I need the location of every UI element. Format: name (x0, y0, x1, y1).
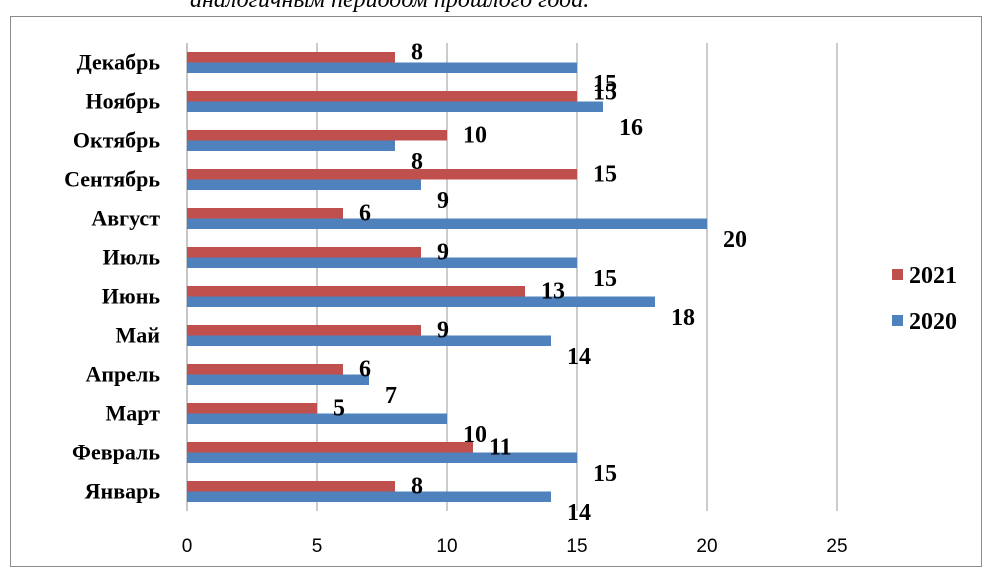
data-label-2021: 13 (541, 278, 565, 304)
legend-label-2020: 2020 (909, 309, 957, 335)
bar-2020-8 (187, 218, 707, 229)
bar-2020-7 (187, 257, 577, 268)
data-label-2021: 11 (489, 434, 512, 460)
data-label-2020: 8 (411, 149, 423, 175)
data-label-2020: 20 (723, 227, 747, 253)
bar-2021-3 (187, 403, 317, 414)
data-label-2021: 8 (411, 473, 423, 499)
data-label-2020: 15 (593, 461, 617, 487)
data-label-2020: 7 (385, 383, 397, 409)
category-label: Апрель (85, 362, 160, 387)
legend-label-2021: 2021 (909, 263, 957, 289)
data-label-2021: 6 (359, 200, 371, 226)
data-label-2020: 16 (619, 115, 643, 141)
category-label: Март (105, 401, 160, 426)
data-label-2021: 15 (593, 79, 617, 105)
bar-2021-1 (187, 481, 395, 492)
bar-2020-6 (187, 296, 655, 307)
data-label-2020: 15 (593, 266, 617, 292)
bar-2020-9 (187, 179, 421, 190)
category-label: Ноябрь (86, 89, 161, 114)
bar-2021-7 (187, 247, 421, 258)
data-label-2021: 5 (333, 395, 345, 421)
data-label-2021: 10 (463, 122, 487, 148)
data-label-2020: 10 (463, 422, 487, 448)
category-label: Январь (85, 479, 161, 504)
bar-2021-9 (187, 169, 577, 180)
bar-2021-4 (187, 364, 343, 375)
bar-2020-5 (187, 335, 551, 346)
bar-2021-12 (187, 52, 395, 63)
x-tick-label: 20 (696, 536, 717, 557)
category-label: Июль (103, 245, 161, 270)
bar-2021-6 (187, 286, 525, 297)
data-label-2020: 15 (593, 71, 617, 97)
bar-2021-5 (187, 325, 421, 336)
category-label: Август (91, 206, 160, 231)
data-label-2021: 6 (359, 356, 371, 382)
bar-2020-10 (187, 140, 395, 151)
bar-2021-11 (187, 91, 577, 102)
bar-2020-4 (187, 374, 369, 385)
bar-2021-2 (187, 442, 473, 453)
bar-2020-1 (187, 491, 551, 502)
data-label-2021: 15 (593, 161, 617, 187)
legend-swatch-2020 (892, 315, 903, 326)
category-label: Май (116, 323, 161, 348)
bar-2020-12 (187, 62, 577, 73)
x-tick-label: 25 (826, 536, 847, 557)
category-label: Сентябрь (64, 167, 160, 192)
data-label-2021: 8 (411, 39, 423, 65)
category-label: Октябрь (73, 128, 160, 153)
data-label-2020: 18 (671, 305, 695, 331)
caption-text: аналогичным периодом прошлого года. (190, 0, 590, 13)
bar-2020-2 (187, 452, 577, 463)
category-label: Июнь (102, 284, 161, 309)
x-tick-label: 10 (436, 536, 457, 557)
x-tick-label: 15 (566, 536, 587, 557)
bar-2021-8 (187, 208, 343, 219)
x-tick-label: 5 (312, 536, 323, 557)
data-label-2020: 14 (567, 500, 591, 526)
category-label: Февраль (72, 440, 160, 465)
legend-swatch-2021 (892, 269, 903, 280)
data-label-2021: 9 (437, 239, 449, 265)
category-label: Декабрь (77, 50, 161, 75)
data-label-2020: 14 (567, 344, 591, 370)
bar-2020-3 (187, 413, 447, 424)
data-label-2020: 9 (437, 188, 449, 214)
x-tick-label: 0 (182, 536, 193, 557)
data-label-2021: 9 (437, 317, 449, 343)
bar-2020-11 (187, 101, 603, 112)
bar-2021-10 (187, 130, 447, 141)
